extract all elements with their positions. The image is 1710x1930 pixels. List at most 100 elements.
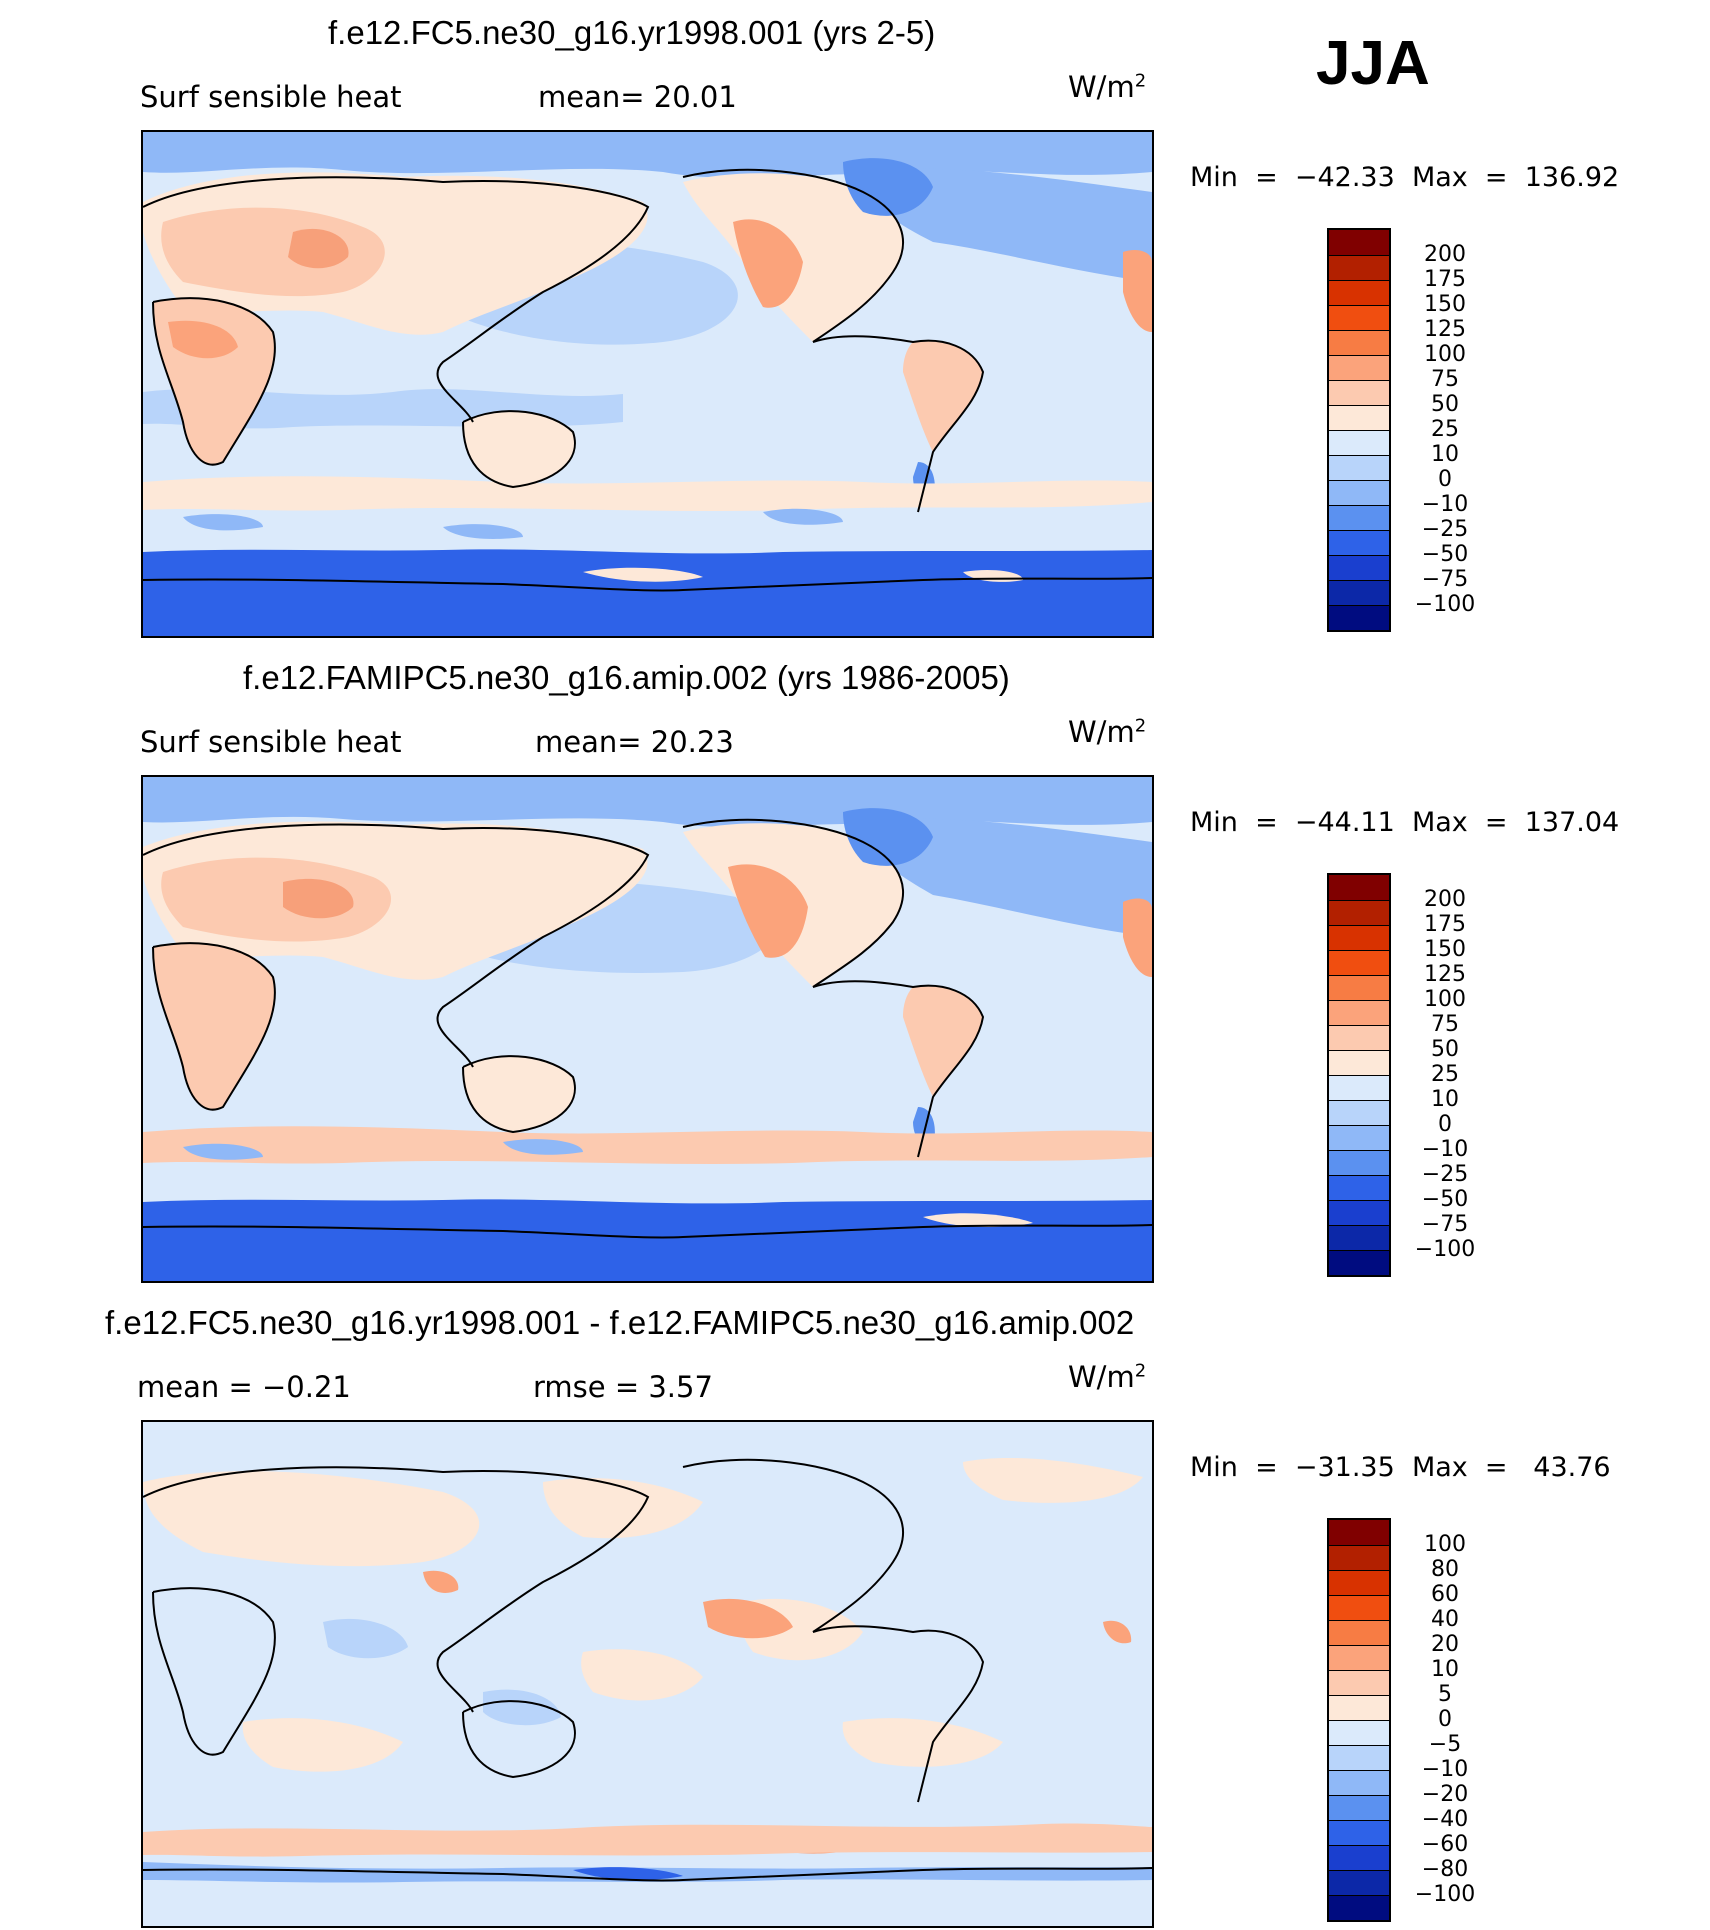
colorbar-segment bbox=[1329, 1025, 1389, 1050]
panel-reference: f.e12.FAMIPC5.ne30_g16.amip.002 (yrs 198… bbox=[0, 645, 1710, 1285]
colorbar-tick-label: −100 bbox=[1414, 592, 1476, 617]
greenland-cool-region bbox=[843, 158, 933, 216]
colorbar-tick-label: 100 bbox=[1424, 987, 1466, 1012]
positive-patch bbox=[143, 1471, 480, 1567]
colorbar-segment bbox=[1329, 505, 1389, 530]
colorbar-segment bbox=[1329, 280, 1389, 305]
colorbar-tick-label: 50 bbox=[1431, 392, 1459, 417]
colorbar-segment bbox=[1329, 1795, 1389, 1820]
season-label: JJA bbox=[1316, 29, 1430, 98]
colorbar-segment bbox=[1329, 950, 1389, 975]
colorbar-segment bbox=[1329, 555, 1389, 580]
colorbar-segment bbox=[1329, 1645, 1389, 1670]
mean-label: mean = −0.21 bbox=[137, 1370, 351, 1404]
antarctic-coast-warm bbox=[583, 567, 1023, 582]
colorbar bbox=[1327, 1518, 1391, 1922]
panel-title: f.e12.FC5.ne30_g16.yr1998.001 (yrs 2-5) bbox=[328, 14, 936, 51]
colorbar-tick-label: −10 bbox=[1421, 492, 1469, 517]
colorbar-tick-label: 100 bbox=[1424, 342, 1466, 367]
antarctic-cold-region bbox=[143, 549, 1152, 636]
colorbar-segment bbox=[1329, 975, 1389, 1000]
colorbar bbox=[1327, 873, 1391, 1277]
south-america-warm-region bbox=[903, 340, 983, 452]
colorbar-segment bbox=[1329, 480, 1389, 505]
colorbar-segment bbox=[1329, 1595, 1389, 1620]
positive-patch bbox=[842, 1718, 1003, 1767]
colorbar-tick-label: 0 bbox=[1438, 1707, 1452, 1732]
colorbar-segment bbox=[1329, 430, 1389, 455]
greenland-cool-region bbox=[843, 808, 933, 866]
colorbar-tick-label: −80 bbox=[1421, 1857, 1469, 1882]
colorbar-segment bbox=[1329, 1200, 1389, 1225]
colorbar-segment bbox=[1329, 1670, 1389, 1695]
mean-label: mean= 20.23 bbox=[535, 725, 734, 759]
africa-hot-core bbox=[168, 320, 238, 359]
colorbar-segment bbox=[1329, 925, 1389, 950]
colorbar-segment bbox=[1329, 875, 1389, 900]
colorbar-tick-label: −25 bbox=[1421, 517, 1469, 542]
south-america-warm-region bbox=[903, 985, 983, 1097]
southern-positive-band bbox=[143, 1823, 1152, 1857]
min-max-label: Min = −31.35 Max = 43.76 bbox=[1190, 1452, 1611, 1483]
colorbar-tick-label: 50 bbox=[1431, 1037, 1459, 1062]
positive-patch bbox=[963, 1457, 1143, 1503]
colorbar-segment bbox=[1329, 405, 1389, 430]
colorbar-segment bbox=[1329, 1570, 1389, 1595]
colorbar-tick-label: 60 bbox=[1431, 1582, 1459, 1607]
colorbar-tick-label: −75 bbox=[1421, 1212, 1469, 1237]
north-america-hot-region bbox=[728, 864, 808, 958]
colorbar-tick-label: 175 bbox=[1424, 912, 1466, 937]
southern-cool-spots bbox=[183, 1139, 583, 1160]
panel-title: f.e12.FAMIPC5.ne30_g16.amip.002 (yrs 198… bbox=[243, 659, 1010, 696]
colorbar-tick-label: 150 bbox=[1424, 292, 1466, 317]
min-max-label: Min = −44.11 Max = 137.04 bbox=[1190, 807, 1620, 838]
coastlines bbox=[143, 168, 1152, 592]
eurasia-hot-region bbox=[161, 857, 392, 942]
colorbar-tick-label: −40 bbox=[1421, 1807, 1469, 1832]
antarctic-coast-warm bbox=[923, 1213, 1033, 1227]
colorbar-tick-label: 0 bbox=[1438, 1112, 1452, 1137]
colorbar-tick-label: −50 bbox=[1421, 542, 1469, 567]
colorbar-segment bbox=[1329, 1545, 1389, 1570]
colorbar-tick-label: 10 bbox=[1431, 1087, 1459, 1112]
eurasia-hot-core bbox=[283, 878, 354, 919]
colorbar-segment bbox=[1329, 1125, 1389, 1150]
colorbar-segment bbox=[1329, 1820, 1389, 1845]
eurasia-hot-core bbox=[288, 228, 349, 269]
colorbar-tick-label: 5 bbox=[1438, 1682, 1452, 1707]
colorbar-segment bbox=[1329, 1770, 1389, 1795]
australia-warm-region bbox=[463, 1056, 575, 1132]
ocean-cool-band bbox=[863, 818, 1152, 937]
colorbar-tick-label: 25 bbox=[1431, 1062, 1459, 1087]
colorbar-tick-label: −20 bbox=[1421, 1782, 1469, 1807]
positive-strong-patch bbox=[703, 1598, 863, 1854]
colorbar-tick-label: 100 bbox=[1424, 1532, 1466, 1557]
eurasia-hot-region bbox=[161, 207, 385, 297]
colorbar-segment bbox=[1329, 580, 1389, 605]
rmse-label: rmse = 3.57 bbox=[533, 1370, 713, 1404]
colorbar-tick-label: 200 bbox=[1424, 887, 1466, 912]
contour-map bbox=[141, 775, 1154, 1283]
colorbar-segment bbox=[1329, 605, 1389, 630]
colorbar-segment bbox=[1329, 455, 1389, 480]
southern-cool-spots bbox=[183, 508, 843, 539]
colorbar-tick-label: −60 bbox=[1421, 1832, 1469, 1857]
colorbar-segment bbox=[1329, 1745, 1389, 1770]
colorbar-segment bbox=[1329, 1895, 1389, 1920]
colorbar-tick-label: −100 bbox=[1414, 1237, 1476, 1262]
colorbar-segment bbox=[1329, 530, 1389, 555]
west-africa-warm-region bbox=[1123, 898, 1152, 977]
colorbar-segment bbox=[1329, 1000, 1389, 1025]
colorbar-tick-label: −50 bbox=[1421, 1187, 1469, 1212]
colorbar-segment bbox=[1329, 1520, 1389, 1545]
panel-model: f.e12.FC5.ne30_g16.yr1998.001 (yrs 2-5) … bbox=[0, 0, 1710, 640]
colorbar-segment bbox=[1329, 1075, 1389, 1100]
colorbar-tick-label: −75 bbox=[1421, 567, 1469, 592]
colorbar-tick-label: −100 bbox=[1414, 1882, 1476, 1907]
colorbar-tick-label: −10 bbox=[1421, 1137, 1469, 1162]
southern-warm-band bbox=[143, 476, 1152, 511]
north-america-hot-region bbox=[733, 219, 803, 308]
colorbar-tick-label: −25 bbox=[1421, 1162, 1469, 1187]
australia-warm-region bbox=[463, 411, 575, 487]
colorbar-tick-label: 25 bbox=[1431, 417, 1459, 442]
